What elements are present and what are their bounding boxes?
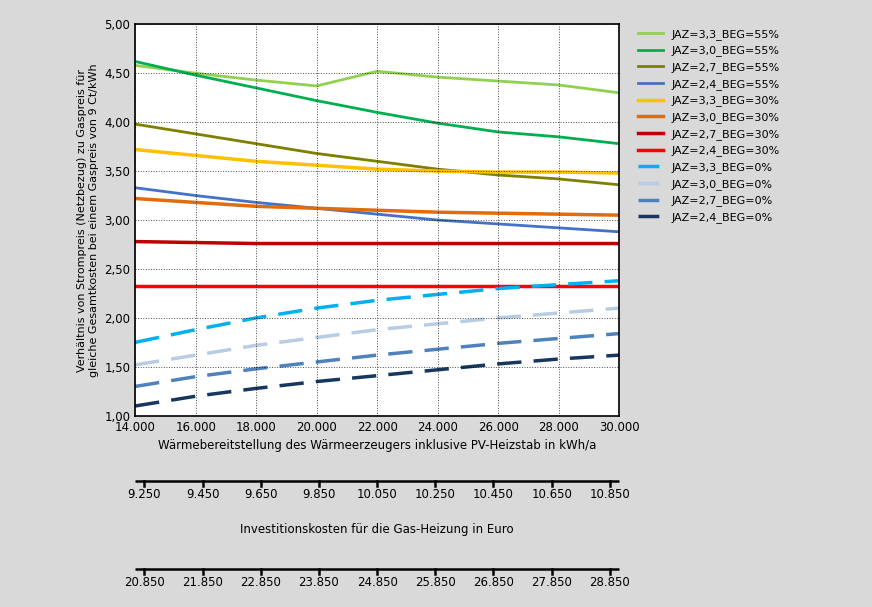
Text: 22.850: 22.850: [241, 575, 282, 589]
Text: 27.850: 27.850: [531, 575, 572, 589]
Text: Investitionskosten für die Gas-Heizung in Euro: Investitionskosten für die Gas-Heizung i…: [241, 523, 514, 537]
Text: 25.850: 25.850: [415, 575, 456, 589]
Text: 28.850: 28.850: [589, 575, 630, 589]
Y-axis label: Verhältnis von Strompreis (Netzbezug) zu Gaspreis für
gleiche Gesamtkosten bei e: Verhältnis von Strompreis (Netzbezug) zu…: [77, 63, 99, 377]
Text: 9.450: 9.450: [186, 487, 220, 501]
Text: 9.250: 9.250: [127, 487, 161, 501]
Text: 21.850: 21.850: [182, 575, 223, 589]
Legend: JAZ=3,3_BEG=55%, JAZ=3,0_BEG=55%, JAZ=2,7_BEG=55%, JAZ=2,4_BEG=55%, JAZ=3,3_BEG=: JAZ=3,3_BEG=55%, JAZ=3,0_BEG=55%, JAZ=2,…: [634, 24, 784, 228]
Text: 9.850: 9.850: [303, 487, 336, 501]
Text: 10.450: 10.450: [473, 487, 514, 501]
Text: 20.850: 20.850: [124, 575, 165, 589]
X-axis label: Wärmebereitstellung des Wärmeerzeugers inklusive PV-Heizstab in kWh/a: Wärmebereitstellung des Wärmeerzeugers i…: [158, 439, 596, 452]
Text: 10.650: 10.650: [531, 487, 572, 501]
Text: 24.850: 24.850: [357, 575, 398, 589]
Text: 23.850: 23.850: [298, 575, 339, 589]
Text: 9.650: 9.650: [244, 487, 277, 501]
Text: 10.250: 10.250: [415, 487, 456, 501]
Text: 10.050: 10.050: [357, 487, 398, 501]
Text: 26.850: 26.850: [473, 575, 514, 589]
Text: 10.850: 10.850: [589, 487, 630, 501]
